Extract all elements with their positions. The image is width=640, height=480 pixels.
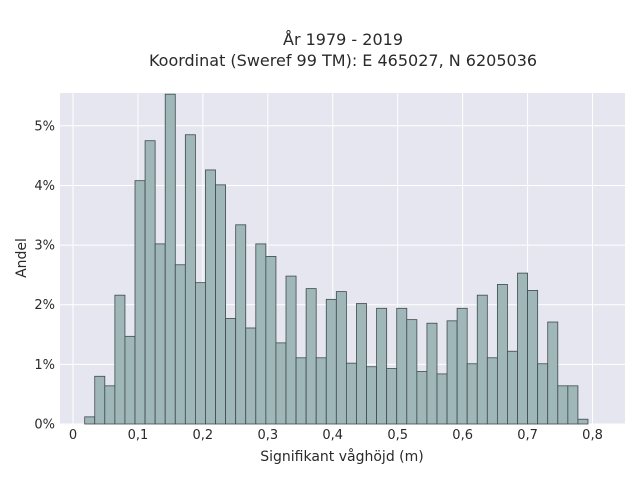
histogram-bar bbox=[134, 180, 146, 425]
histogram-bar bbox=[527, 290, 539, 425]
x-tick-label: 0,5 bbox=[387, 428, 408, 443]
histogram-bar bbox=[245, 327, 257, 425]
histogram-bar bbox=[366, 366, 377, 425]
histogram-bar bbox=[517, 272, 528, 425]
x-tick-label: 0,4 bbox=[322, 428, 343, 443]
x-tick-label: 0,2 bbox=[193, 428, 214, 443]
histogram-bar bbox=[436, 373, 448, 425]
histogram-bar bbox=[205, 169, 216, 425]
histogram-bar bbox=[496, 284, 508, 425]
histogram-bar bbox=[315, 357, 327, 425]
x-tick-label: 0,7 bbox=[517, 428, 538, 443]
histogram-bar bbox=[476, 294, 488, 425]
y-tick-label: 5% bbox=[34, 119, 55, 134]
histogram-bar bbox=[446, 320, 458, 425]
y-tick-label: 3% bbox=[34, 239, 55, 254]
histogram-bar bbox=[275, 342, 287, 425]
histogram-bar bbox=[537, 363, 549, 425]
histogram-bar bbox=[114, 294, 126, 425]
histogram-bar bbox=[335, 291, 347, 425]
histogram-bar bbox=[396, 307, 408, 425]
histogram-bar bbox=[94, 375, 106, 425]
x-axis-title: Signifikant våghöjd (m) bbox=[260, 448, 423, 465]
y-tick-label: 0% bbox=[34, 418, 55, 433]
chart-title-line1: År 1979 - 2019 bbox=[283, 30, 403, 49]
histogram-bar bbox=[235, 224, 247, 425]
histogram-bar bbox=[225, 318, 237, 425]
histogram-bar bbox=[406, 319, 418, 425]
histogram-bar bbox=[124, 335, 136, 425]
x-axis-ticks: 0 0,1 0,2 0,3 0,4 0,5 0,6 0,7 0,8 bbox=[69, 428, 603, 443]
histogram-bar bbox=[416, 371, 428, 425]
histogram-bar bbox=[426, 322, 438, 425]
histogram-bar bbox=[215, 184, 227, 425]
histogram-bar bbox=[547, 321, 559, 425]
histogram-bar bbox=[184, 134, 196, 425]
y-tick-label: 2% bbox=[34, 298, 55, 313]
chart-title-line2: Koordinat (Sweref 99 TM): E 465027, N 62… bbox=[149, 51, 537, 70]
y-tick-label: 4% bbox=[34, 179, 55, 194]
histogram-bar bbox=[486, 357, 498, 425]
histogram-bar bbox=[305, 288, 317, 425]
histogram-bar bbox=[356, 303, 367, 425]
y-tick-label: 1% bbox=[34, 358, 55, 373]
histogram-bar bbox=[386, 368, 398, 425]
y-axis-ticks: 0% 1% 2% 3% 4% 5% bbox=[34, 119, 55, 432]
histogram-bar bbox=[285, 275, 297, 425]
histogram-bar bbox=[144, 140, 156, 425]
histogram-bar bbox=[345, 362, 357, 425]
histogram-bar bbox=[195, 282, 206, 425]
histogram-bar bbox=[557, 385, 569, 425]
histogram-bar bbox=[174, 264, 186, 425]
x-tick-label: 0,6 bbox=[452, 428, 473, 443]
histogram-bar bbox=[466, 363, 478, 425]
histogram-bar bbox=[577, 418, 589, 425]
histogram-bar bbox=[84, 416, 96, 425]
histogram-bar bbox=[456, 307, 468, 425]
histogram-bar bbox=[154, 243, 166, 425]
histogram-bar bbox=[104, 385, 116, 425]
histogram-bar bbox=[265, 256, 277, 425]
y-axis-title: Andel bbox=[14, 238, 30, 278]
histogram-bar bbox=[325, 298, 337, 425]
histogram-bar bbox=[255, 243, 267, 425]
histogram-bar bbox=[295, 357, 307, 425]
x-tick-label: 0,8 bbox=[582, 428, 603, 443]
histogram-bar bbox=[376, 307, 388, 425]
histogram-bar bbox=[507, 350, 518, 425]
x-tick-label: 0 bbox=[69, 428, 77, 443]
histogram-bar bbox=[164, 93, 176, 425]
x-tick-label: 0,3 bbox=[257, 428, 278, 443]
x-tick-label: 0,1 bbox=[128, 428, 149, 443]
histogram-bar bbox=[567, 385, 579, 425]
bars bbox=[84, 93, 589, 425]
